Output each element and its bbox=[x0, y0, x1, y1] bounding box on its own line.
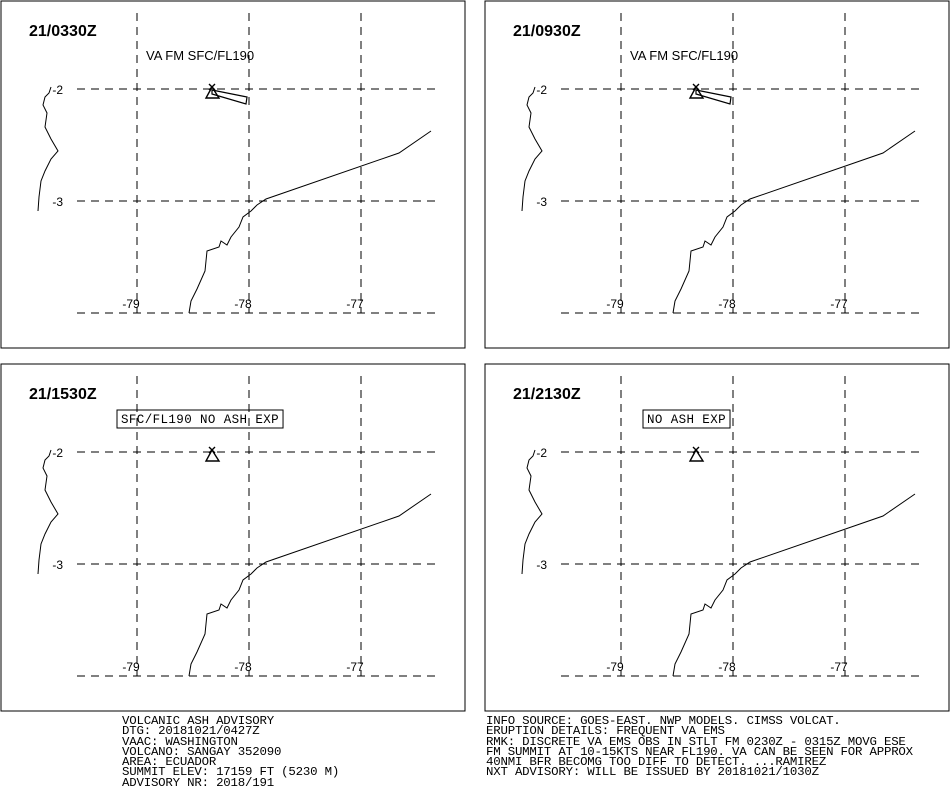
latitude-label: -3 bbox=[52, 195, 63, 209]
panel-frame bbox=[484, 0, 950, 349]
volcano-icon bbox=[688, 83, 705, 99]
forecast-panel-1: 21/0330Z -2 -3 -79 -78 -77 VA FM SFC/FL190 bbox=[0, 0, 466, 349]
advisory-line: INFO SOURCE: GOES-EAST. NWP MODELS. CIMS… bbox=[486, 714, 841, 728]
border-line bbox=[188, 130, 432, 314]
longitude-label: -78 bbox=[234, 297, 252, 311]
panel-time-label: 21/2130Z bbox=[513, 386, 581, 403]
longitude-label: -77 bbox=[830, 660, 848, 674]
longitude-label: -78 bbox=[718, 297, 736, 311]
advisory-line: ERUPTION DETAILS: FREQUENT VA EMS bbox=[486, 724, 725, 739]
panel-ash-label: SFC/FL190 NO ASH EXP bbox=[121, 413, 279, 427]
latitude-label: -2 bbox=[536, 446, 547, 460]
longitude-label: -78 bbox=[234, 660, 252, 674]
panel-time-label: 21/0330Z bbox=[29, 23, 97, 40]
panel-frame bbox=[484, 363, 950, 712]
panel-time-label: 21/0930Z bbox=[513, 23, 581, 40]
coastline bbox=[521, 449, 543, 575]
panel-ash-label: VA FM SFC/FL190 bbox=[630, 48, 738, 63]
latitude-label: -2 bbox=[52, 446, 63, 460]
longitude-label: -77 bbox=[830, 297, 848, 311]
latitude-label: -3 bbox=[536, 195, 547, 209]
longitude-label: -77 bbox=[346, 297, 364, 311]
advisory-line: AREA: ECUADOR bbox=[122, 755, 217, 770]
border-line bbox=[672, 493, 916, 677]
advisory-line: VAAC: WASHINGTON bbox=[122, 734, 238, 749]
advisory-line: 40NMI BFR BECOMG TOO DIFF TO DETECT. ...… bbox=[486, 755, 827, 770]
panel-frame bbox=[0, 363, 466, 712]
forecast-panel-3: 21/1530Z -2 -3 -79 -78 -77 SFC/FL190 NO ASH EX… bbox=[0, 363, 466, 712]
volcano-icon bbox=[204, 446, 221, 462]
coastline bbox=[37, 449, 59, 575]
panel-frame bbox=[0, 0, 466, 349]
advisory-line: DTG: 20181021/0427Z bbox=[122, 724, 260, 739]
longitude-label: -77 bbox=[346, 660, 364, 674]
panel-ash-label: NO ASH EXP bbox=[647, 413, 726, 427]
latitude-label: -2 bbox=[536, 83, 547, 97]
longitude-label: -79 bbox=[122, 297, 140, 311]
panel-label-box bbox=[642, 409, 731, 429]
volcano-icon bbox=[688, 446, 705, 462]
forecast-panel-2: 21/0930Z -2 -3 -79 -78 -77 VA FM SFC/FL190 bbox=[484, 0, 950, 349]
border-line bbox=[188, 493, 432, 677]
forecast-panel-4: 21/2130Z -2 -3 -79 -78 -77 NO ASH EXP bbox=[484, 363, 950, 712]
longitude-label: -79 bbox=[606, 297, 624, 311]
advisory-line: FM SUMMIT AT 10-15KTS NEAR FL190. VA CAN… bbox=[486, 744, 913, 759]
volcano-icon bbox=[204, 83, 221, 99]
coastline bbox=[521, 86, 543, 212]
coastline bbox=[37, 86, 59, 212]
longitude-label: -79 bbox=[122, 660, 140, 674]
longitude-label: -79 bbox=[606, 660, 624, 674]
advisory-line: VOLCANIC ASH ADVISORY bbox=[122, 714, 274, 728]
advisory-line: NXT ADVISORY: WILL BE ISSUED BY 20181021… bbox=[486, 765, 819, 780]
border-line bbox=[672, 130, 916, 314]
advisory-line: VOLCANO: SANGAY 352090 bbox=[122, 744, 282, 759]
panel-ash-label: VA FM SFC/FL190 bbox=[146, 48, 254, 63]
advisory-header-text: VOLCANIC ASH ADVISORY DTG: 20181021/0427Z… bbox=[122, 714, 340, 790]
latitude-label: -2 bbox=[52, 83, 63, 97]
ash-plume-area bbox=[211, 89, 248, 105]
advisory-line: SUMMIT ELEV: 17159 FT (5230 M) bbox=[122, 765, 340, 780]
ash-plume-area bbox=[695, 89, 732, 105]
panel-label-box bbox=[116, 409, 284, 429]
panel-time-label: 21/1530Z bbox=[29, 386, 97, 403]
advisory-remarks-text: INFO SOURCE: GOES-EAST. NWP MODELS. CIMS… bbox=[486, 714, 913, 780]
latitude-label: -3 bbox=[52, 558, 63, 572]
longitude-label: -78 bbox=[718, 660, 736, 674]
latitude-label: -3 bbox=[536, 558, 547, 572]
advisory-line: ADVISORY NR: 2018/191 bbox=[122, 775, 274, 790]
advisory-line: RMK: DISCRETE VA EMS OBS IN STLT FM 0230… bbox=[486, 734, 906, 749]
